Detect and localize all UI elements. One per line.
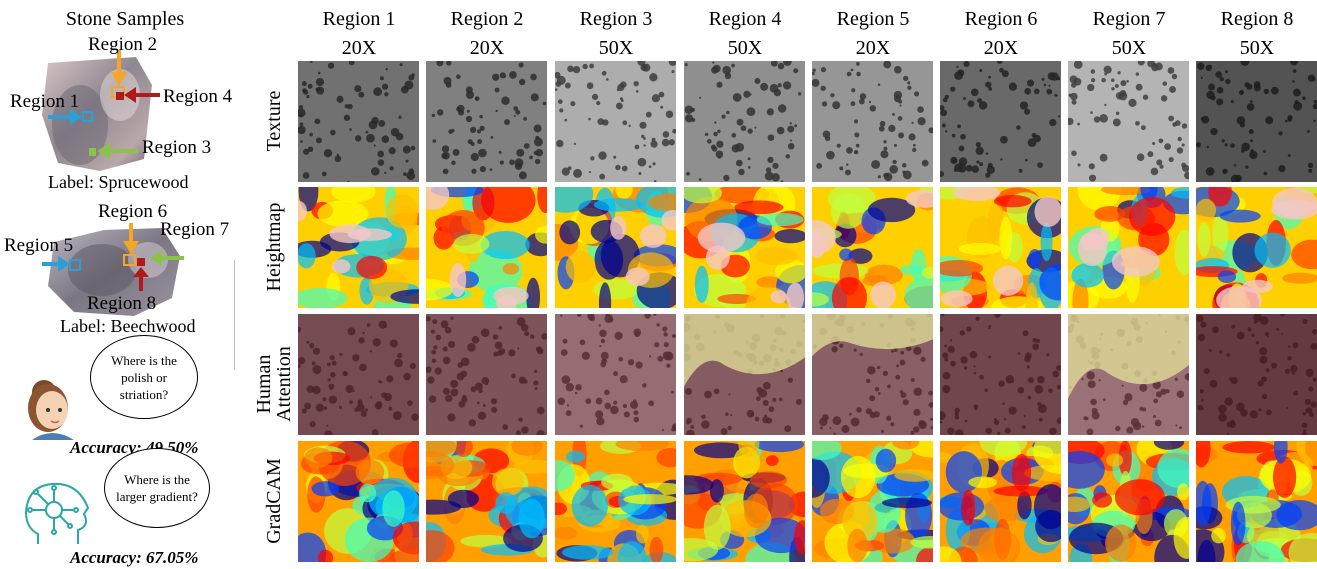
column-header-region-2: Region 2 bbox=[450, 8, 524, 30]
heightmap-tile-region-5 bbox=[812, 187, 933, 308]
texture-tile-region-1 bbox=[298, 61, 419, 182]
sample1-region4-label: Region 4 bbox=[163, 86, 233, 107]
human-attention-tile-region-1 bbox=[298, 314, 419, 435]
stone-sample-sprucewood bbox=[40, 55, 160, 173]
column-magnification-1: 20X bbox=[341, 37, 377, 59]
gradcam-tile-region-7 bbox=[1068, 441, 1189, 562]
column-header-region-4: Region 4 bbox=[708, 8, 782, 30]
column-magnification-5: 20X bbox=[855, 37, 891, 59]
model-speech-bubble: Where is the larger gradient? bbox=[104, 448, 210, 528]
human-attention-tile-region-8 bbox=[1196, 314, 1317, 435]
sample2-annotations bbox=[42, 223, 184, 291]
row-label-attention: Attention bbox=[273, 346, 295, 422]
gradcam-tile-region-2 bbox=[426, 441, 547, 562]
human-attention-tile-region-5 bbox=[812, 314, 933, 435]
texture-tile-region-8 bbox=[1196, 61, 1317, 182]
texture-tile-region-2 bbox=[426, 61, 547, 182]
column-header-region-7: Region 7 bbox=[1092, 8, 1166, 30]
sample1-annotations bbox=[48, 50, 160, 159]
human-attention-tile-region-7 bbox=[1068, 314, 1189, 435]
gradcam-tile-region-1 bbox=[298, 441, 419, 562]
row-label-human: Human bbox=[253, 354, 275, 414]
column-magnification-6: 20X bbox=[983, 37, 1019, 59]
texture-tile-region-4 bbox=[684, 61, 805, 182]
sample2-region6-label: Region 6 bbox=[98, 201, 168, 222]
gradcam-tile-region-8 bbox=[1196, 441, 1317, 562]
heightmap-tile-region-3 bbox=[555, 187, 676, 308]
column-header-region-6: Region 6 bbox=[964, 8, 1038, 30]
heightmap-tile-region-6 bbox=[940, 187, 1061, 308]
heightmap-tile-region-1 bbox=[298, 187, 419, 308]
model-question: Where is the larger gradient? bbox=[116, 472, 198, 504]
sample1-region2-label: Region 2 bbox=[88, 34, 158, 55]
heightmap-tile-region-7 bbox=[1068, 187, 1189, 308]
column-header-region-8: Region 8 bbox=[1220, 8, 1294, 30]
stone-samples-title: Stone Samples bbox=[65, 8, 185, 30]
heightmap-tile-region-2 bbox=[426, 187, 547, 308]
human-question: Where is the polish or striation? bbox=[111, 352, 177, 402]
column-magnification-7: 50X bbox=[1111, 37, 1147, 59]
sample2-label: Label: Beechwood bbox=[60, 316, 196, 336]
gradcam-tile-region-5 bbox=[812, 441, 933, 562]
gradcam-tile-region-6 bbox=[940, 441, 1061, 562]
ai-head-icon bbox=[18, 478, 94, 550]
column-header-region-5: Region 5 bbox=[836, 8, 910, 30]
column-magnification-2: 20X bbox=[469, 37, 505, 59]
divider bbox=[234, 260, 235, 370]
column-magnification-4: 50X bbox=[727, 37, 763, 59]
human-speech-bubble: Where is the polish or striation? bbox=[90, 335, 198, 419]
human-attention-tile-region-4 bbox=[684, 314, 805, 435]
column-header-region-1: Region 1 bbox=[322, 8, 396, 30]
gradcam-tile-region-3 bbox=[555, 441, 676, 562]
row-label-human-attention: Human Attention bbox=[253, 334, 295, 434]
human-avatar bbox=[18, 370, 82, 442]
texture-tile-region-3 bbox=[555, 61, 676, 182]
stone-sample-beechwood bbox=[44, 226, 184, 318]
texture-tile-region-7 bbox=[1068, 61, 1189, 182]
human-attention-tile-region-3 bbox=[555, 314, 676, 435]
texture-tile-region-5 bbox=[812, 61, 933, 182]
column-magnification-8: 50X bbox=[1239, 37, 1275, 59]
sample1-label: Label: Sprucewood bbox=[48, 172, 189, 192]
texture-tile-region-6 bbox=[940, 61, 1061, 182]
model-accuracy: Accuracy: 67.05% bbox=[70, 548, 199, 567]
sample2-region7-label: Region 7 bbox=[160, 219, 230, 240]
heightmap-tile-region-8 bbox=[1196, 187, 1317, 308]
gradcam-tile-region-4 bbox=[684, 441, 805, 562]
human-attention-tile-region-6 bbox=[940, 314, 1061, 435]
sample2-region8-label: Region 8 bbox=[87, 293, 157, 314]
row-label-heightmap: Heightmap bbox=[263, 202, 285, 292]
sample1-region3-label: Region 3 bbox=[142, 137, 212, 158]
human-attention-tile-region-2 bbox=[426, 314, 547, 435]
row-label-gradcam: GradCAM bbox=[263, 458, 285, 544]
sample2-region5-label: Region 5 bbox=[4, 235, 74, 256]
sample1-region1-label: Region 1 bbox=[10, 91, 80, 112]
row-label-texture: Texture bbox=[263, 90, 285, 152]
column-magnification-3: 50X bbox=[598, 37, 634, 59]
heightmap-tile-region-4 bbox=[684, 187, 805, 308]
column-header-region-3: Region 3 bbox=[579, 8, 653, 30]
